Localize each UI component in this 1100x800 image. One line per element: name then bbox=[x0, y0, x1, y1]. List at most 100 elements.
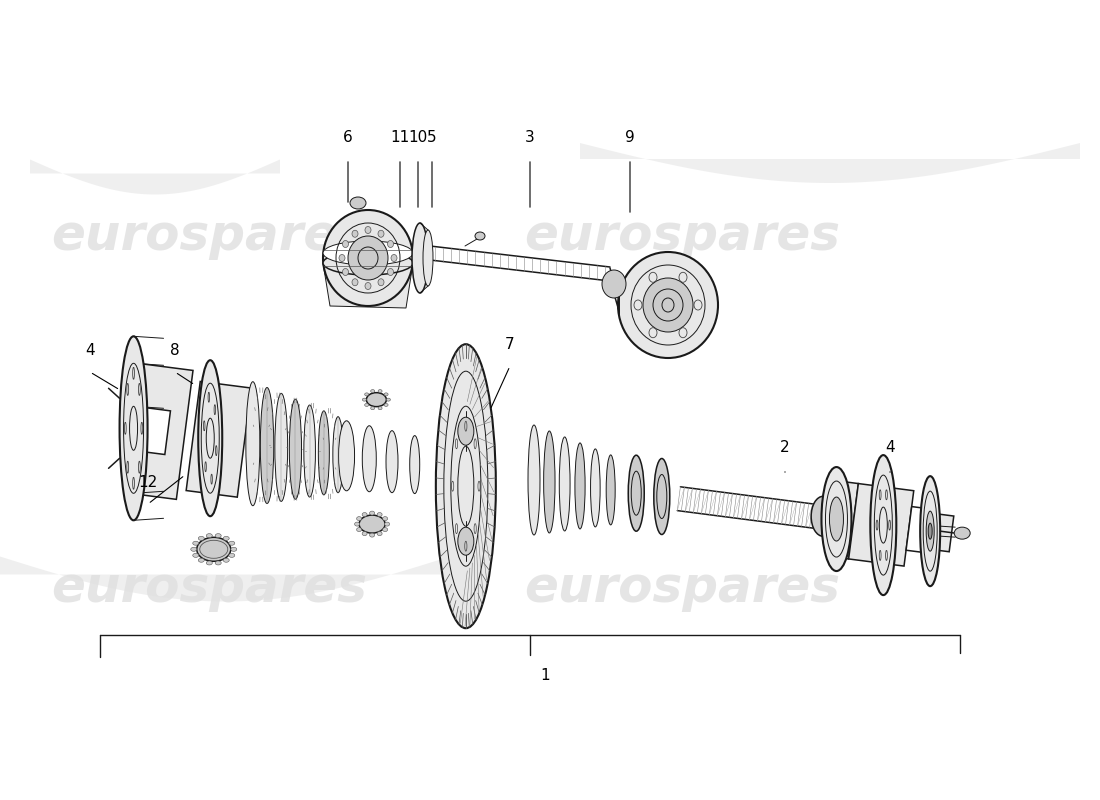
Ellipse shape bbox=[377, 532, 382, 536]
Ellipse shape bbox=[575, 443, 585, 529]
PathPatch shape bbox=[580, 143, 1080, 183]
Ellipse shape bbox=[954, 527, 970, 539]
Ellipse shape bbox=[223, 536, 229, 540]
Text: 4: 4 bbox=[886, 440, 894, 455]
Ellipse shape bbox=[362, 398, 366, 401]
Ellipse shape bbox=[528, 425, 540, 535]
Ellipse shape bbox=[198, 360, 222, 516]
Ellipse shape bbox=[378, 406, 382, 410]
Ellipse shape bbox=[436, 344, 496, 628]
Ellipse shape bbox=[829, 497, 844, 541]
Ellipse shape bbox=[384, 393, 388, 396]
Ellipse shape bbox=[370, 511, 375, 515]
Ellipse shape bbox=[543, 431, 556, 533]
Polygon shape bbox=[848, 483, 914, 566]
Ellipse shape bbox=[261, 387, 274, 503]
Text: 8: 8 bbox=[170, 343, 179, 358]
Text: 2: 2 bbox=[780, 440, 790, 455]
Ellipse shape bbox=[231, 547, 236, 551]
Ellipse shape bbox=[323, 251, 412, 275]
Polygon shape bbox=[323, 263, 412, 308]
Ellipse shape bbox=[365, 282, 371, 290]
Ellipse shape bbox=[356, 528, 362, 532]
Ellipse shape bbox=[811, 496, 835, 536]
Ellipse shape bbox=[275, 394, 287, 502]
Ellipse shape bbox=[356, 517, 362, 521]
Text: 1: 1 bbox=[540, 668, 550, 683]
Ellipse shape bbox=[458, 418, 474, 445]
Text: 9: 9 bbox=[625, 130, 635, 145]
Ellipse shape bbox=[644, 278, 693, 332]
Ellipse shape bbox=[216, 534, 221, 538]
Ellipse shape bbox=[323, 210, 412, 306]
Ellipse shape bbox=[384, 403, 388, 406]
Text: 12: 12 bbox=[139, 475, 157, 490]
Ellipse shape bbox=[378, 278, 384, 286]
Ellipse shape bbox=[339, 421, 354, 490]
Ellipse shape bbox=[362, 426, 376, 492]
Ellipse shape bbox=[928, 523, 932, 539]
Ellipse shape bbox=[387, 241, 394, 247]
Ellipse shape bbox=[352, 278, 358, 286]
Text: 4: 4 bbox=[85, 343, 95, 358]
Ellipse shape bbox=[352, 230, 358, 238]
Ellipse shape bbox=[385, 522, 389, 526]
Ellipse shape bbox=[870, 455, 896, 595]
Text: 7: 7 bbox=[505, 337, 515, 352]
Ellipse shape bbox=[926, 511, 934, 551]
PathPatch shape bbox=[30, 159, 280, 194]
Ellipse shape bbox=[354, 522, 360, 526]
Ellipse shape bbox=[197, 538, 231, 562]
Ellipse shape bbox=[591, 449, 601, 527]
Ellipse shape bbox=[207, 534, 212, 538]
Polygon shape bbox=[906, 506, 933, 553]
Ellipse shape bbox=[662, 298, 674, 312]
Polygon shape bbox=[928, 514, 954, 552]
Ellipse shape bbox=[289, 399, 301, 499]
Text: 3: 3 bbox=[525, 130, 535, 145]
Polygon shape bbox=[131, 406, 170, 454]
Ellipse shape bbox=[383, 517, 387, 521]
Ellipse shape bbox=[458, 527, 474, 555]
Ellipse shape bbox=[606, 455, 615, 525]
Ellipse shape bbox=[304, 405, 316, 497]
Ellipse shape bbox=[559, 437, 570, 531]
Ellipse shape bbox=[229, 542, 234, 546]
Ellipse shape bbox=[370, 533, 375, 537]
Ellipse shape bbox=[362, 513, 367, 517]
Ellipse shape bbox=[412, 223, 428, 293]
Text: eurospares: eurospares bbox=[51, 564, 367, 612]
Ellipse shape bbox=[348, 236, 388, 280]
Ellipse shape bbox=[921, 476, 940, 586]
Ellipse shape bbox=[390, 254, 397, 262]
Ellipse shape bbox=[822, 467, 851, 571]
Ellipse shape bbox=[378, 390, 382, 393]
Ellipse shape bbox=[350, 197, 366, 209]
Text: eurospares: eurospares bbox=[524, 212, 840, 260]
Ellipse shape bbox=[386, 398, 390, 401]
Text: 11: 11 bbox=[390, 130, 409, 145]
Ellipse shape bbox=[371, 390, 375, 393]
Text: 5: 5 bbox=[427, 130, 437, 145]
Ellipse shape bbox=[216, 561, 221, 565]
Ellipse shape bbox=[192, 554, 199, 558]
Ellipse shape bbox=[409, 435, 420, 494]
Ellipse shape bbox=[653, 458, 670, 534]
Text: eurospares: eurospares bbox=[524, 564, 840, 612]
Polygon shape bbox=[125, 364, 192, 499]
Ellipse shape bbox=[365, 226, 371, 234]
Ellipse shape bbox=[229, 554, 234, 558]
Ellipse shape bbox=[618, 252, 718, 358]
Text: 6: 6 bbox=[343, 130, 353, 145]
Ellipse shape bbox=[323, 241, 412, 265]
Ellipse shape bbox=[359, 515, 385, 533]
Ellipse shape bbox=[371, 406, 375, 410]
Ellipse shape bbox=[378, 230, 384, 238]
Ellipse shape bbox=[628, 455, 645, 531]
Text: eurospares: eurospares bbox=[51, 212, 367, 260]
Ellipse shape bbox=[190, 547, 197, 551]
Ellipse shape bbox=[333, 417, 343, 493]
Ellipse shape bbox=[198, 558, 205, 562]
Ellipse shape bbox=[386, 430, 398, 493]
Ellipse shape bbox=[602, 270, 626, 298]
